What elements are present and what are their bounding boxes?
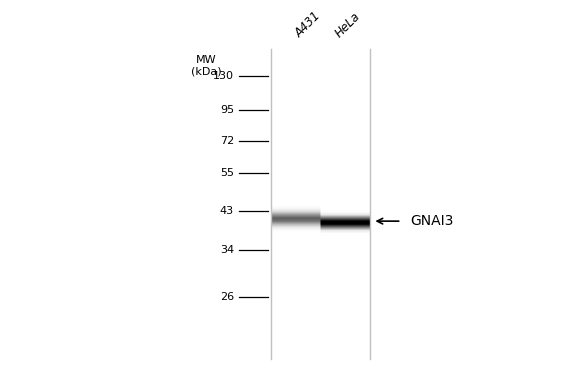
Text: GNAI3: GNAI3 (410, 214, 454, 228)
Text: 55: 55 (220, 168, 234, 178)
Text: MW
(kDa): MW (kDa) (191, 55, 222, 76)
Text: 130: 130 (213, 71, 234, 81)
Text: HeLa: HeLa (333, 9, 363, 40)
Text: 95: 95 (220, 105, 234, 115)
Text: 43: 43 (220, 206, 234, 215)
Bar (271, 49, 370, 359)
Text: 34: 34 (220, 245, 234, 255)
Text: A431: A431 (293, 9, 324, 40)
Text: 72: 72 (220, 136, 234, 146)
Text: 26: 26 (220, 293, 234, 302)
